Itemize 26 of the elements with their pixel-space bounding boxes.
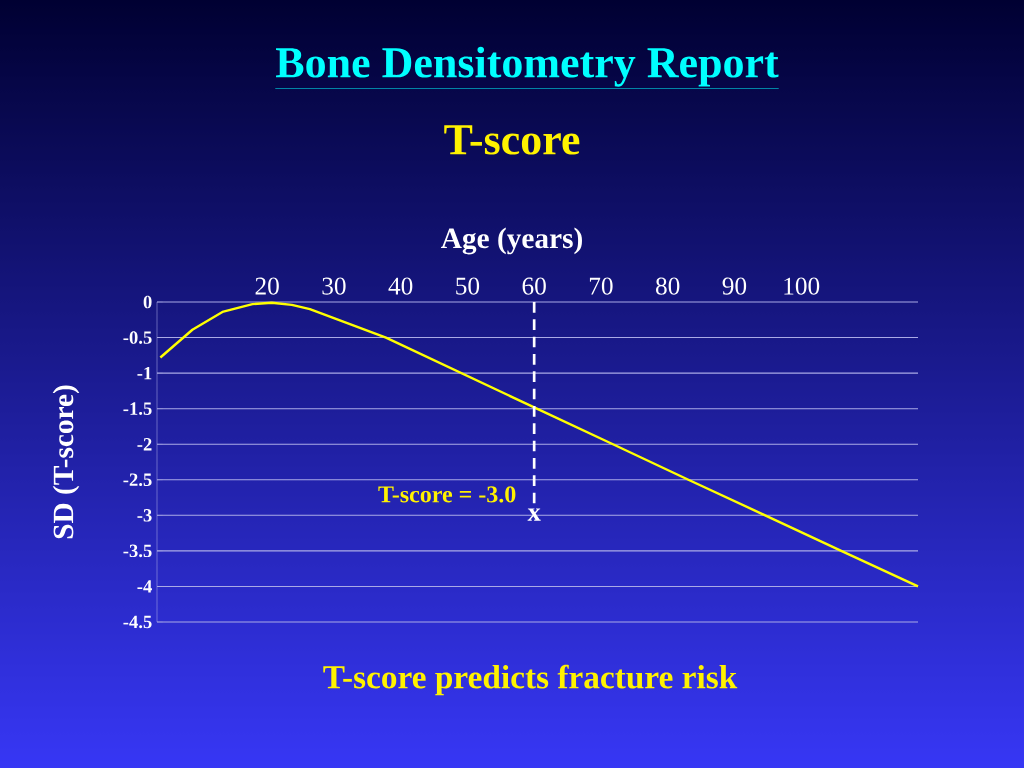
chart-title: Bone Densitometry Report	[276, 46, 779, 87]
chart-subtitle: T-score	[444, 125, 580, 155]
x-axis-title: Age (years)	[441, 227, 582, 255]
y-tick-label: -3	[137, 509, 152, 522]
y-tick-label: -1	[137, 366, 152, 380]
y-tick-label: -2	[137, 438, 152, 451]
x-tick-label: 70	[589, 277, 613, 295]
y-tick-label: -2.5	[123, 473, 152, 487]
x-tick-label: 80	[655, 277, 680, 295]
x-tick-label: 90	[722, 277, 747, 295]
y-tick-label: -4.5	[123, 615, 152, 629]
y-axis-title: SD (T-score)	[52, 385, 80, 539]
y-tick-label: 0	[143, 295, 152, 309]
annotation: T-score = -3.0	[378, 486, 516, 503]
x-tick-label: 50	[456, 277, 480, 295]
x-tick-label: 20	[255, 277, 279, 295]
y-tick-label: -1.5	[123, 402, 152, 415]
y-tick-label: -0.5	[123, 331, 152, 344]
x-tick-label: 60	[522, 277, 546, 295]
x-tick-label: 30	[322, 277, 346, 295]
x-tick-label: 40	[388, 277, 413, 295]
y-tick-label: -3.5	[123, 544, 152, 558]
x-tick-label: 100	[784, 277, 820, 295]
text: T-score predicts fracture risk	[323, 664, 738, 696]
annotation: x	[527, 508, 541, 521]
y-tick-label: -4	[137, 580, 152, 593]
